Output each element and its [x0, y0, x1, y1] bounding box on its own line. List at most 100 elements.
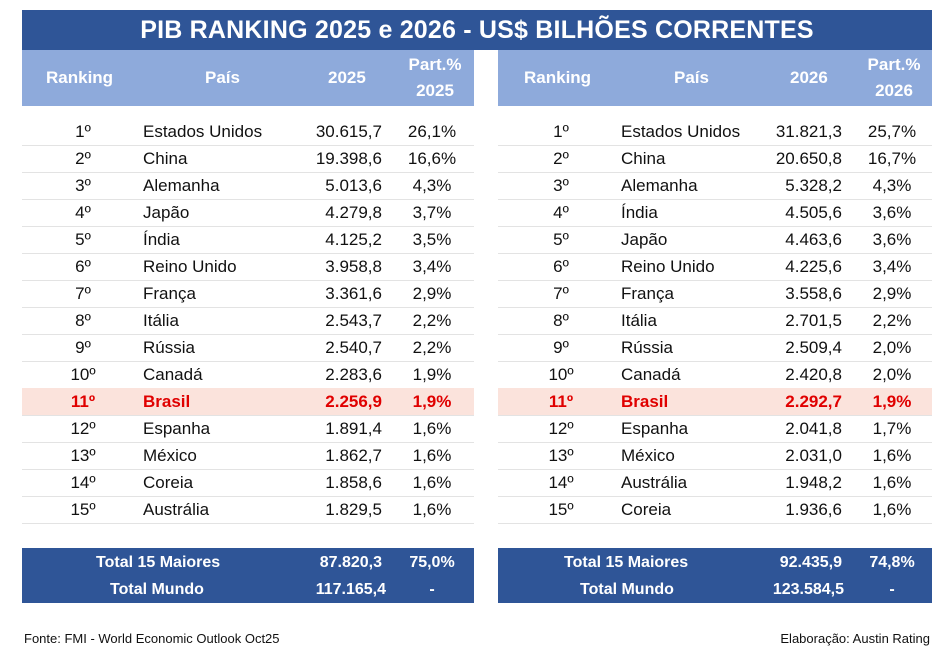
table-row: 2º China 20.650,8 16,7% — [498, 145, 932, 173]
rank-cell: 12º — [548, 419, 574, 438]
value-cell: 2.283,6 — [325, 365, 382, 384]
value-cell: 2.543,7 — [325, 311, 382, 330]
right-total-top15-part: 74,8% — [869, 554, 915, 571]
part-cell: 2,2% — [412, 311, 452, 330]
right-total-world-part: - — [889, 581, 895, 598]
country-cell: Índia — [621, 203, 658, 222]
table-row: 11º Brasil 2.292,7 1,9% — [498, 388, 932, 416]
country-cell: Austrália — [143, 500, 210, 519]
table-row: 10º Canadá 2.283,6 1,9% — [22, 361, 474, 389]
part-cell: 26,1% — [407, 122, 457, 141]
left-total-top15-label: Total 15 Maiores — [96, 554, 221, 571]
table-row: 8º Itália 2.701,5 2,2% — [498, 307, 932, 335]
country-cell: Itália — [621, 311, 657, 330]
part-cell: 2,0% — [872, 338, 912, 357]
value-cell: 2.031,0 — [785, 446, 842, 465]
page-title: PIB RANKING 2025 e 2026 - US$ BILHÕES CO… — [22, 10, 932, 50]
rank-cell: 15º — [548, 500, 574, 519]
table-row: 3º Alemanha 5.328,2 4,3% — [498, 172, 932, 200]
part-cell: 1,6% — [872, 446, 912, 465]
part-cell: 1,7% — [872, 419, 912, 438]
table-row: 4º Japão 4.279,8 3,7% — [22, 199, 474, 227]
value-cell: 1.829,5 — [325, 500, 382, 519]
right-totals: Total 15 Maiores 92.435,9 74,8% Total Mu… — [498, 548, 932, 603]
left-total-top15-value: 87.820,3 — [319, 554, 382, 571]
value-cell: 19.398,6 — [315, 149, 382, 168]
value-cell: 4.225,6 — [785, 257, 842, 276]
rank-cell: 1º — [553, 122, 569, 141]
left-header-ranking: Ranking — [46, 68, 114, 87]
table-row: 5º Índia 4.125,2 3,5% — [22, 226, 474, 254]
rank-cell: 13º — [70, 446, 96, 465]
country-cell: Japão — [621, 230, 668, 249]
right-header-ranking: Ranking — [524, 68, 592, 87]
country-cell: Índia — [143, 230, 180, 249]
country-cell: México — [621, 446, 675, 465]
left-header-country: País — [205, 68, 240, 87]
right-total-world-label: Total Mundo — [580, 581, 674, 598]
left-header-part: Part.% 2025 — [405, 50, 465, 106]
left-table-header: Ranking País 2025 Part.% 2025 — [22, 50, 474, 106]
value-cell: 20.650,8 — [775, 149, 842, 168]
value-cell: 30.615,7 — [315, 122, 382, 141]
part-cell: 3,7% — [412, 203, 452, 222]
rank-cell: 1º — [75, 122, 91, 141]
part-cell: 1,6% — [412, 419, 452, 438]
rank-cell: 2º — [553, 149, 569, 168]
country-cell: Canadá — [143, 365, 203, 384]
right-total-top15-value: 92.435,9 — [779, 554, 842, 571]
left-total-world-part: - — [429, 581, 435, 598]
part-cell: 2,2% — [872, 311, 912, 330]
value-cell: 2.540,7 — [325, 338, 382, 357]
part-cell: 2,9% — [872, 284, 912, 303]
table-row: 14º Coreia 1.858,6 1,6% — [22, 469, 474, 497]
table-row: 15º Coreia 1.936,6 1,6% — [498, 496, 932, 524]
left-totals: Total 15 Maiores 87.820,3 75,0% Total Mu… — [22, 548, 474, 603]
country-cell: Reino Unido — [143, 257, 237, 276]
country-cell: Canadá — [621, 365, 681, 384]
rank-cell: 9º — [75, 338, 91, 357]
country-cell: Japão — [143, 203, 190, 222]
part-cell: 2,0% — [872, 365, 912, 384]
left-total-world-value: 117.165,4 — [315, 581, 386, 598]
country-cell: França — [621, 284, 674, 303]
value-cell: 2.041,8 — [785, 419, 842, 438]
table-row: 10º Canadá 2.420,8 2,0% — [498, 361, 932, 389]
part-cell: 3,5% — [412, 230, 452, 249]
value-cell: 2.420,8 — [785, 365, 842, 384]
value-cell: 4.125,2 — [325, 230, 382, 249]
source-note: Fonte: FMI - World Economic Outlook Oct2… — [24, 631, 280, 646]
table-row: 3º Alemanha 5.013,6 4,3% — [22, 172, 474, 200]
value-cell: 2.256,9 — [325, 392, 382, 411]
rank-cell: 8º — [75, 311, 91, 330]
rank-cell: 9º — [553, 338, 569, 357]
value-cell: 1.936,6 — [785, 500, 842, 519]
rank-cell: 15º — [70, 500, 96, 519]
part-cell: 3,4% — [872, 257, 912, 276]
table-row: 13º México 2.031,0 1,6% — [498, 442, 932, 470]
value-cell: 3.558,6 — [785, 284, 842, 303]
rank-cell: 14º — [70, 473, 96, 492]
left-header-value: 2025 — [328, 68, 366, 87]
part-cell: 3,6% — [872, 230, 912, 249]
country-cell: China — [143, 149, 188, 168]
country-cell: México — [143, 446, 197, 465]
table-row: 15º Austrália 1.829,5 1,6% — [22, 496, 474, 524]
rank-cell: 6º — [75, 257, 91, 276]
value-cell: 4.279,8 — [325, 203, 382, 222]
country-cell: Itália — [143, 311, 179, 330]
rank-cell: 13º — [548, 446, 574, 465]
table-row: 7º França 3.558,6 2,9% — [498, 280, 932, 308]
rank-cell: 12º — [70, 419, 96, 438]
part-cell: 16,6% — [407, 149, 457, 168]
country-cell: França — [143, 284, 196, 303]
rank-cell: 5º — [75, 230, 91, 249]
part-cell: 25,7% — [867, 122, 917, 141]
value-cell: 4.463,6 — [785, 230, 842, 249]
table-row: 13º México 1.862,7 1,6% — [22, 442, 474, 470]
right-header-part: Part.% 2026 — [864, 50, 924, 106]
part-cell: 3,4% — [412, 257, 452, 276]
table-row: 8º Itália 2.543,7 2,2% — [22, 307, 474, 335]
country-cell: Reino Unido — [621, 257, 715, 276]
table-row: 7º França 3.361,6 2,9% — [22, 280, 474, 308]
